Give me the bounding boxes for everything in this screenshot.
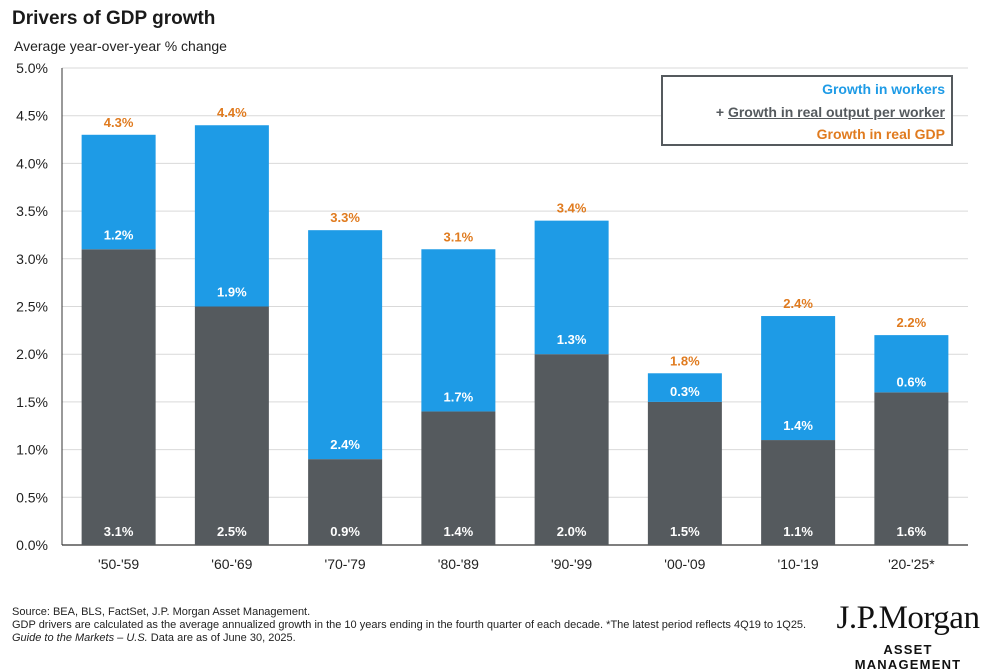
bar-output-per-worker — [761, 440, 836, 545]
data-label-output-per-worker: 2.5% — [217, 524, 247, 539]
bars-layer — [81, 125, 949, 545]
y-tick-label: 1.5% — [16, 394, 48, 410]
logo-brand: J.P.Morgan — [836, 600, 980, 636]
footnote-date-line: Guide to the Markets – U.S. Data are as … — [12, 632, 822, 645]
data-label-total-gdp: 3.4% — [557, 201, 587, 216]
bar-output-per-worker — [534, 354, 609, 545]
data-label-total-gdp: 4.4% — [217, 105, 247, 120]
y-tick-label: 4.5% — [16, 108, 48, 124]
data-label-workers: 1.3% — [557, 332, 587, 347]
legend-item-gdp: Growth in real GDP — [817, 126, 945, 142]
x-tick-label: '20-'25* — [888, 556, 935, 572]
y-tick-label: 5.0% — [16, 60, 48, 76]
data-label-output-per-worker: 1.6% — [897, 524, 927, 539]
data-label-workers: 1.7% — [444, 389, 474, 404]
bar-workers — [421, 249, 496, 412]
bar-output-per-worker — [421, 411, 496, 545]
bar-output-per-worker — [874, 392, 949, 545]
footnote-guide-title: Guide to the Markets – U.S. — [12, 632, 148, 644]
x-tick-label: '90-'99 — [551, 556, 592, 572]
legend-label-output-per-worker: Growth in real output per worker — [727, 104, 945, 120]
legend-prefix-plus: + — [715, 104, 728, 120]
footnote: Source: BEA, BLS, FactSet, J.P. Morgan A… — [12, 606, 822, 645]
data-label-total-gdp: 3.1% — [444, 229, 474, 244]
y-tick-label: 2.5% — [16, 299, 48, 315]
legend-label-gdp: Growth in real GDP — [816, 126, 945, 142]
bar-output-per-worker — [647, 401, 722, 545]
bar-output-per-worker — [308, 459, 383, 545]
bar-workers — [647, 373, 722, 402]
data-label-workers: 1.4% — [783, 418, 813, 433]
jpmorgan-logo: J.P.Morgan ASSET MANAGEMENT — [832, 600, 984, 672]
data-label-output-per-worker: 1.1% — [783, 524, 813, 539]
data-label-output-per-worker: 1.5% — [670, 524, 700, 539]
bar-workers — [194, 125, 269, 307]
data-label-output-per-worker: 1.4% — [444, 524, 474, 539]
chart-legend: Growth in workers + Growth in real outpu… — [661, 75, 953, 146]
bar-workers — [81, 134, 156, 250]
data-label-workers: 0.3% — [670, 384, 700, 399]
chart-title: Drivers of GDP growth — [12, 8, 216, 29]
data-label-workers: 1.2% — [104, 227, 134, 242]
data-label-total-gdp: 2.2% — [897, 315, 927, 330]
bar-workers — [308, 230, 383, 460]
gdp-drivers-chart: 0.0% 0.5% 1.0% 1.5% 2.0% 2.5% 3.0% 3.5% 4.0% 4.5%… — [16, 60, 968, 572]
x-axis-ticks: '50-'59 '60-'69 '70-'79 '80-'89 '90-'99 '00-'… — [98, 556, 935, 572]
logo-division: ASSET MANAGEMENT — [854, 642, 962, 672]
x-tick-label: '00-'09 — [664, 556, 705, 572]
x-tick-label: '10-'19 — [778, 556, 819, 572]
data-label-total-gdp: 1.8% — [670, 353, 700, 368]
data-label-output-per-worker: 2.0% — [557, 524, 587, 539]
bar-output-per-worker — [81, 249, 156, 545]
legend-item-output-per-worker: + Growth in real output per worker — [716, 104, 945, 120]
y-tick-label: 2.0% — [16, 346, 48, 362]
legend-item-workers: Growth in workers — [822, 81, 945, 97]
chart-subtitle: Average year-over-year % change — [14, 38, 227, 54]
y-tick-label: 4.0% — [16, 155, 48, 171]
data-label-total-gdp: 2.4% — [783, 296, 813, 311]
data-label-output-per-worker: 3.1% — [104, 524, 134, 539]
x-tick-label: '70-'79 — [325, 556, 366, 572]
x-tick-label: '80-'89 — [438, 556, 479, 572]
footnote-methodology: GDP drivers are calculated as the averag… — [12, 619, 807, 631]
y-axis-ticks: 0.0% 0.5% 1.0% 1.5% 2.0% 2.5% 3.0% 3.5% 4.0% 4.5%… — [16, 60, 48, 553]
footnote-source: Source: BEA, BLS, FactSet, J.P. Morgan A… — [12, 606, 311, 618]
data-label-output-per-worker: 0.9% — [330, 524, 360, 539]
y-tick-label: 3.0% — [16, 251, 48, 267]
data-label-workers: 0.6% — [897, 374, 927, 389]
bar-workers — [761, 316, 836, 441]
bar-workers — [534, 220, 609, 355]
data-label-workers: 2.4% — [330, 437, 360, 452]
bar-output-per-worker — [194, 306, 269, 545]
x-tick-label: '50-'59 — [98, 556, 139, 572]
y-tick-label: 1.0% — [16, 442, 48, 458]
y-tick-label: 0.0% — [16, 537, 48, 553]
x-tick-label: '60-'69 — [211, 556, 252, 572]
footnote-date: Data are as of June 30, 2025. — [147, 632, 296, 644]
data-label-workers: 1.9% — [217, 285, 247, 300]
bar-workers — [874, 335, 949, 393]
data-labels-layer: 3.1% 1.2% 4.3% 2.5% 1.9% 4.4% 0.9% 2.4% 3.3% 1.4%… — [104, 105, 927, 539]
y-tick-label: 3.5% — [16, 203, 48, 219]
legend-label-workers: Growth in workers — [822, 81, 945, 97]
data-label-total-gdp: 3.3% — [330, 210, 360, 225]
data-label-total-gdp: 4.3% — [104, 115, 134, 130]
y-tick-label: 0.5% — [16, 489, 48, 505]
